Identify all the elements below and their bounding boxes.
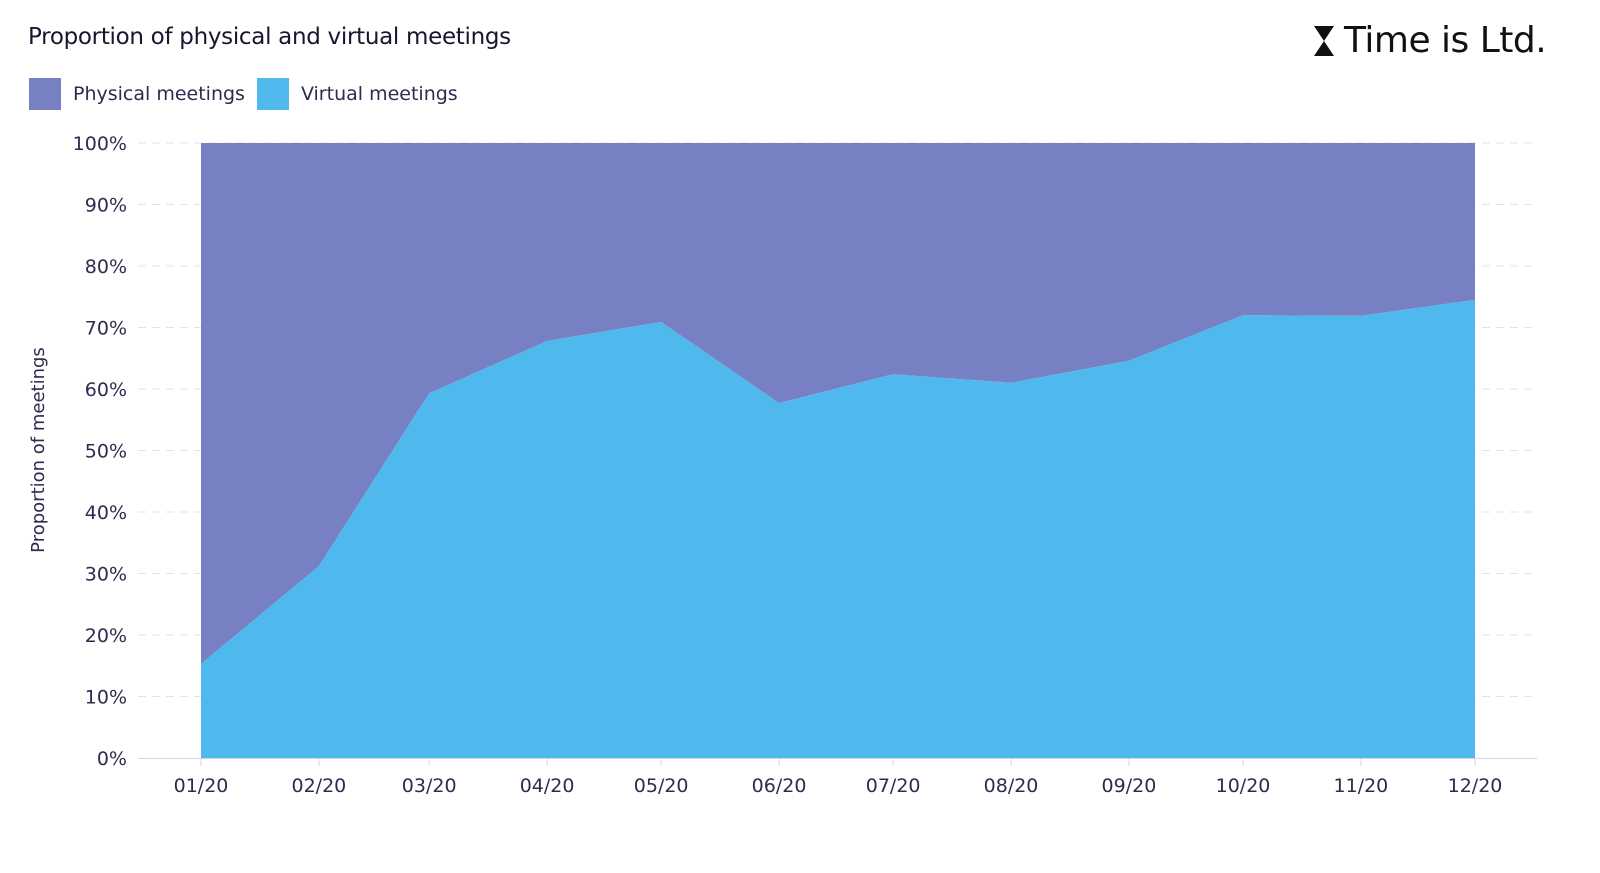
x-tick-label: 01/20 [174,775,229,797]
legend-item-physical[interactable]: Physical meetings [29,78,245,110]
x-tick-label: 06/20 [752,775,807,797]
y-tick-label: 40% [85,502,127,524]
legend-swatch-physical [29,78,61,110]
x-tick-label: 05/20 [634,775,689,797]
logo-text: Time is Ltd. [1344,20,1547,61]
legend: Physical meetings Virtual meetings [29,78,470,110]
y-tick-label: 50% [85,441,127,463]
y-tick-label: 60% [85,379,127,401]
chart-title: Proportion of physical and virtual meeti… [28,24,511,50]
y-tick-label: 20% [85,625,127,647]
hourglass-icon [1314,25,1334,56]
y-tick-label: 70% [85,318,127,340]
x-tick-label: 08/20 [984,775,1039,797]
legend-label-virtual: Virtual meetings [300,83,458,105]
x-tick-label: 04/20 [520,775,575,797]
legend-swatch-virtual [256,78,289,110]
area-virtual-meetings [201,299,1475,758]
x-tick-label: 02/20 [292,775,347,797]
y-tick-label: 0% [97,748,127,770]
legend-item-virtual[interactable]: Virtual meetings [256,78,458,110]
y-tick-label: 10% [85,687,127,709]
x-tick-label: 10/20 [1216,775,1271,797]
x-tick-label: 11/20 [1334,775,1389,797]
x-tick-label: 09/20 [1102,775,1157,797]
y-tick-label: 80% [85,256,127,278]
x-tick-label: 12/20 [1448,775,1503,797]
y-tick-label: 90% [85,195,127,217]
x-tick-label: 03/20 [402,775,457,797]
y-tick-label: 100% [73,133,127,155]
area-physical-meetings [201,143,1475,664]
y-axis-label: Proportion of meetings [28,347,49,553]
x-tick-label: 07/20 [866,775,921,797]
logo: Time is Ltd. [1314,20,1547,61]
legend-label-physical: Physical meetings [73,83,245,105]
y-tick-label: 30% [85,564,127,586]
